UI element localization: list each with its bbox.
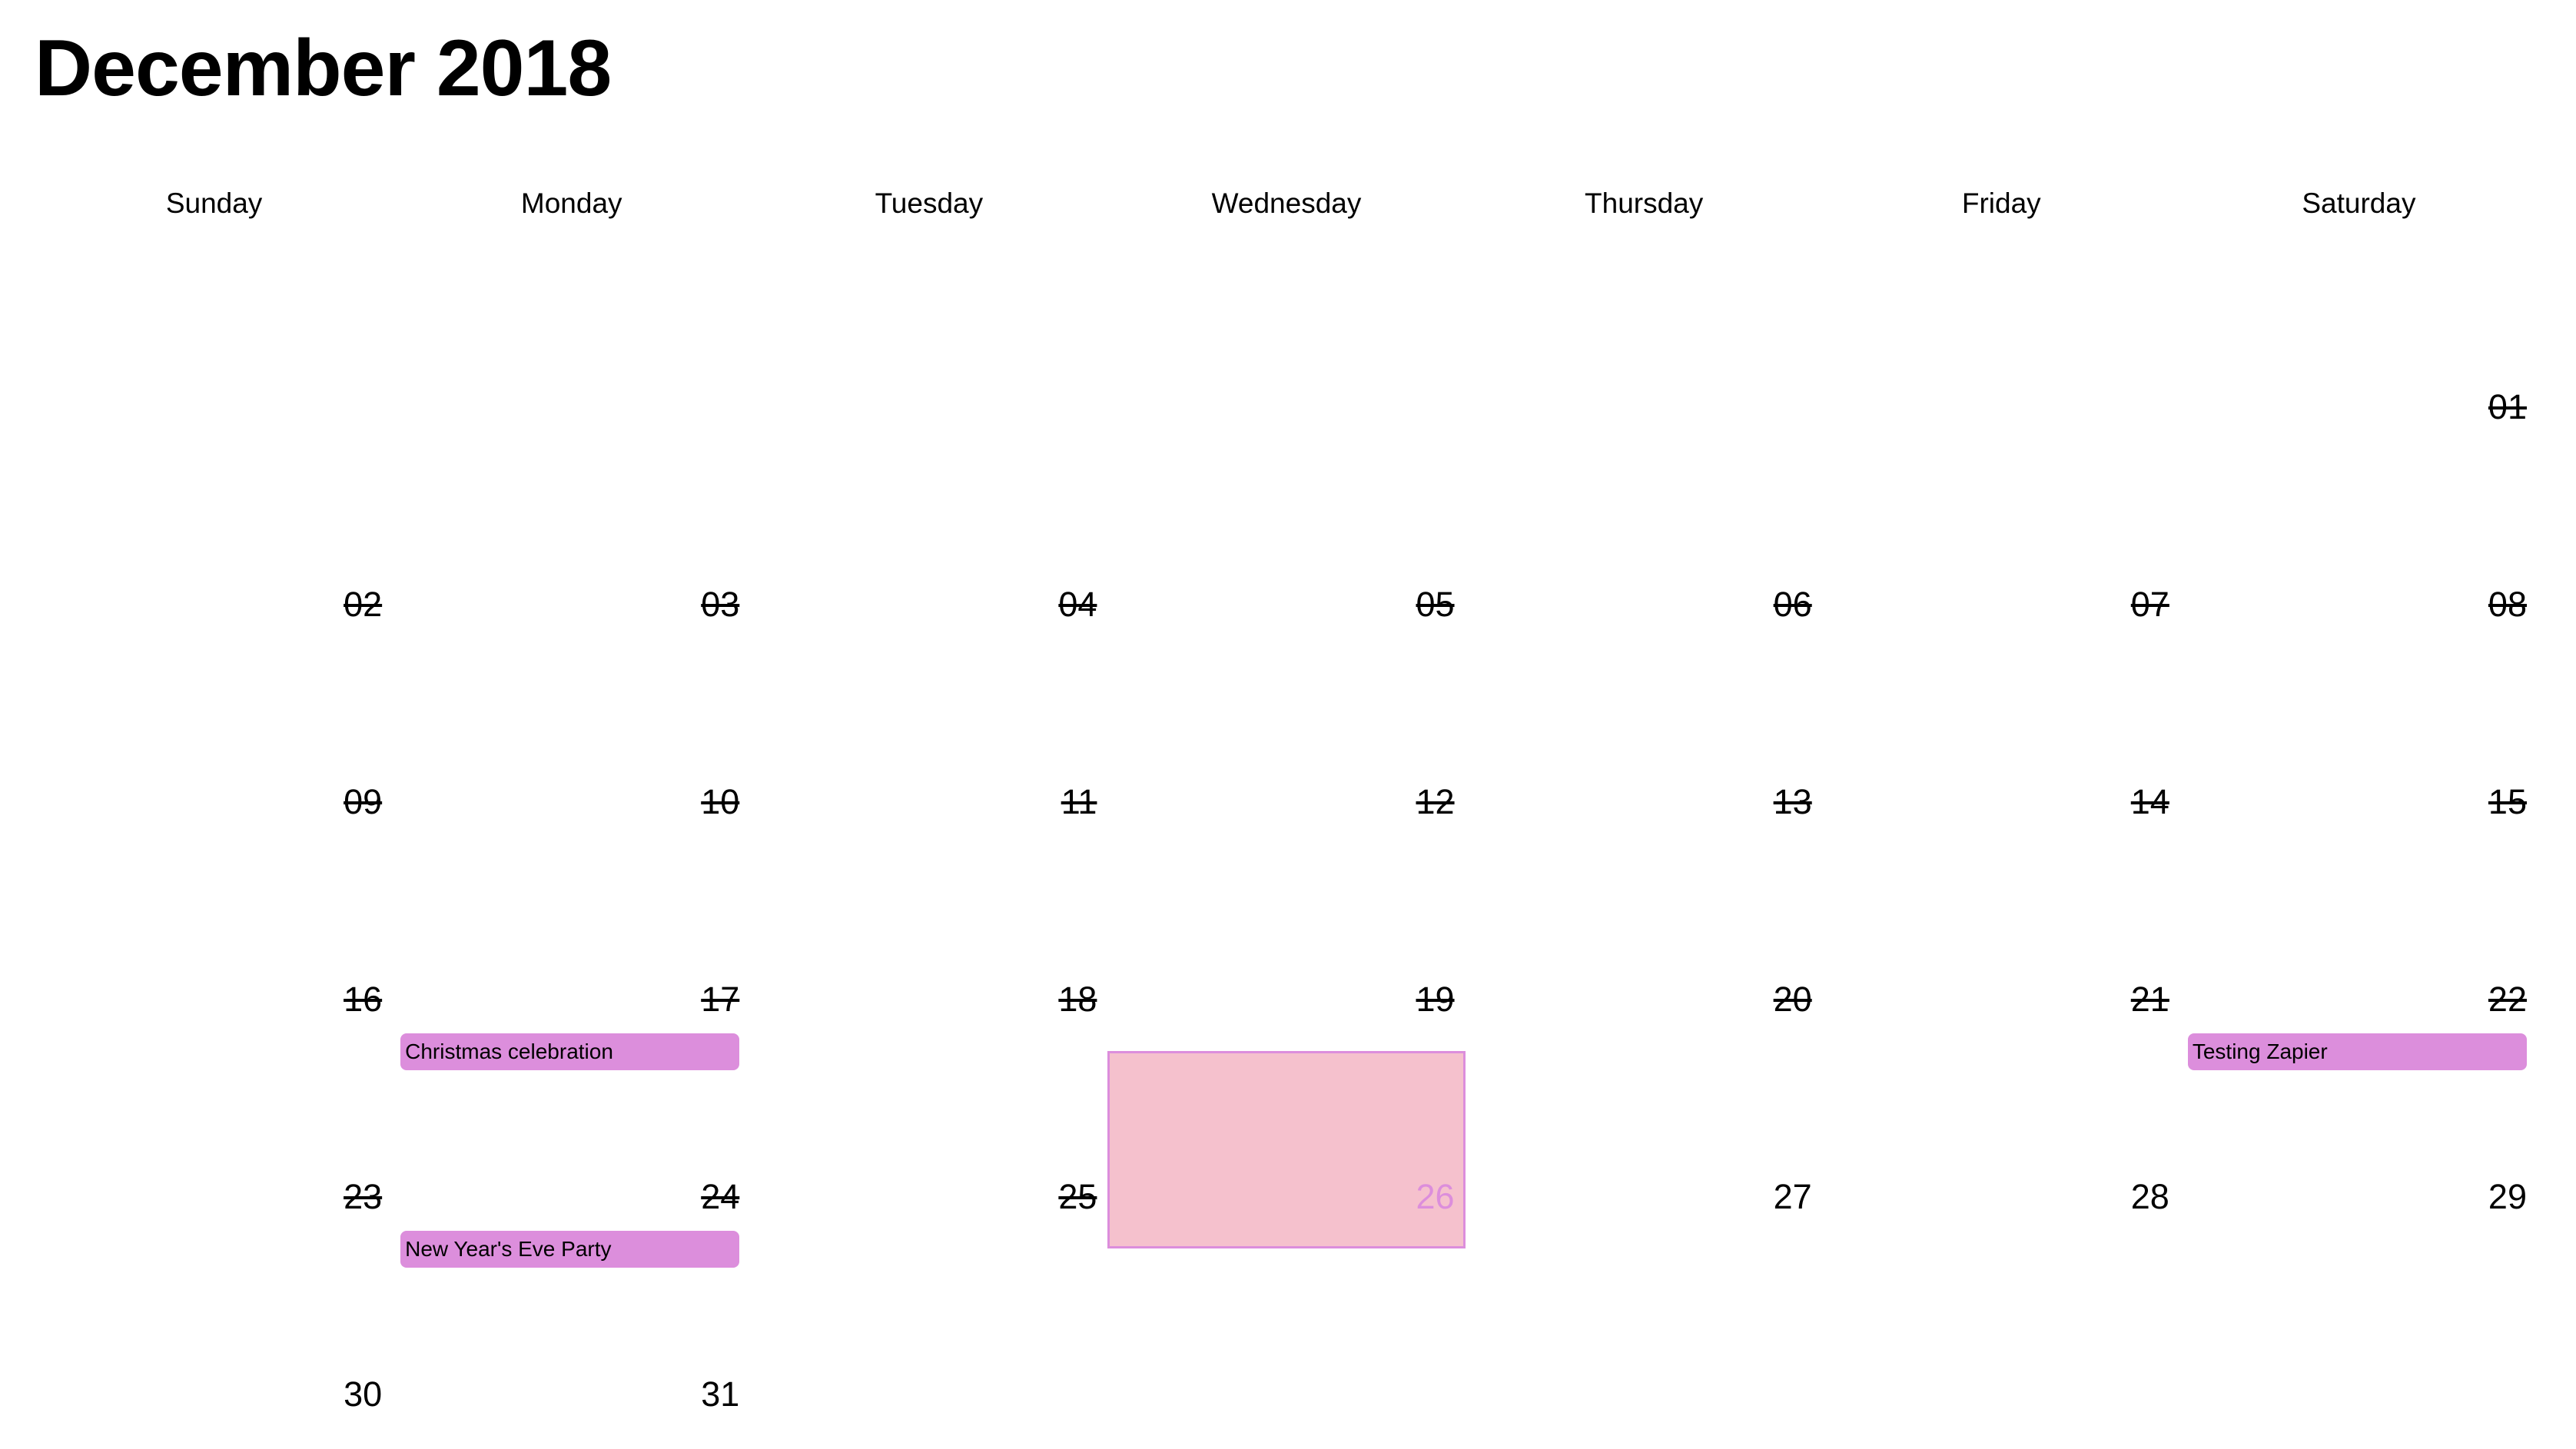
day-number: 23 (344, 1177, 383, 1216)
day-number: 01 (2488, 387, 2527, 426)
day-number: 14 (2130, 782, 2169, 821)
day-number: 29 (2488, 1177, 2527, 1216)
event-chip[interactable]: New Year's Eve Party (400, 1231, 740, 1268)
day-cell[interactable]: 01 (2180, 261, 2538, 459)
day-cell[interactable]: 21 (1823, 854, 2180, 1051)
day-cell[interactable]: 03 (393, 459, 750, 656)
day-cell[interactable]: 23 (35, 1051, 393, 1248)
day-number: 09 (344, 782, 383, 821)
weekday-tuesday: Tuesday (875, 187, 984, 219)
day-cell[interactable]: 06 (1466, 459, 1823, 656)
weekday-wednesday: Wednesday (1211, 187, 1362, 219)
day-number: 19 (1416, 980, 1455, 1019)
day-cell[interactable]: 30 (35, 1248, 393, 1446)
day-number: 26 (1416, 1177, 1455, 1216)
day-cell[interactable]: 25 (750, 1051, 1107, 1248)
page-title: December 2018 (35, 24, 612, 113)
day-cell[interactable]: 31 (393, 1248, 750, 1446)
weekday-friday: Friday (1961, 187, 2041, 219)
day-cell[interactable]: 04 (750, 459, 1107, 656)
day-cell[interactable]: 09 (35, 656, 393, 854)
day-number: 27 (1773, 1177, 1812, 1216)
day-number: 20 (1773, 980, 1812, 1019)
weekday-header-row: Sunday Monday Tuesday Wednesday Thursday… (35, 181, 2538, 227)
day-number: 02 (344, 585, 383, 624)
day-cell[interactable]: 17 Christmas celebration (393, 854, 750, 1070)
day-cell[interactable]: 27 (1466, 1051, 1823, 1248)
day-cell[interactable]: 15 (2180, 656, 2538, 854)
day-cell[interactable]: 22 Testing Zapier (2180, 854, 2538, 1070)
day-cell[interactable]: 07 (1823, 459, 2180, 656)
day-number: 24 (701, 1177, 740, 1216)
day-number: 04 (1058, 585, 1097, 624)
day-number: 12 (1416, 782, 1455, 821)
day-number: 16 (344, 980, 383, 1019)
weekday-thursday: Thursday (1585, 187, 1704, 219)
day-cell[interactable]: 11 (750, 656, 1107, 854)
day-cell[interactable]: 19 (1107, 854, 1465, 1051)
day-cell[interactable]: 10 (393, 656, 750, 854)
day-number: 08 (2488, 585, 2527, 624)
day-number: 28 (2130, 1177, 2169, 1216)
day-number: 07 (2130, 585, 2169, 624)
day-number: 06 (1773, 585, 1812, 624)
day-number: 13 (1773, 782, 1812, 821)
day-number: 31 (701, 1374, 740, 1414)
day-cell[interactable]: 02 (35, 459, 393, 656)
day-cell[interactable]: 28 (1823, 1051, 2180, 1248)
day-number: 22 (2488, 980, 2527, 1019)
month-grid: 01 02 03 04 05 06 07 08 09 10 11 12 13 14 15 16 17 Christ… (35, 261, 2538, 1446)
day-cell[interactable]: 29 (2180, 1051, 2538, 1248)
day-number: 30 (344, 1374, 383, 1414)
weekday-sunday: Sunday (165, 187, 263, 219)
day-cell[interactable]: 05 (1107, 459, 1465, 656)
event-chip[interactable]: Testing Zapier (2187, 1033, 2527, 1070)
day-number: 03 (701, 585, 740, 624)
day-number: 25 (1058, 1177, 1097, 1216)
day-number: 05 (1416, 585, 1455, 624)
day-number: 15 (2488, 782, 2527, 821)
day-cell[interactable]: 14 (1823, 656, 2180, 854)
day-cell[interactable]: 24 New Year's Eve Party (393, 1051, 750, 1268)
day-cell[interactable]: 20 (1466, 854, 1823, 1051)
day-cell[interactable]: 16 (35, 854, 393, 1051)
day-cell[interactable]: 12 (1107, 656, 1465, 854)
day-number: 21 (2130, 980, 2169, 1019)
weekday-monday: Monday (520, 187, 622, 219)
day-cell[interactable]: 26 (1107, 1051, 1466, 1248)
weekday-saturday: Saturday (2302, 187, 2416, 219)
day-number: 11 (1061, 782, 1097, 821)
event-chip[interactable]: Christmas celebration (400, 1033, 740, 1070)
day-number: 10 (701, 782, 740, 821)
day-number: 17 (701, 980, 740, 1019)
day-cell[interactable]: 13 (1466, 656, 1823, 854)
day-cell[interactable]: 18 (750, 854, 1107, 1051)
day-number: 18 (1058, 980, 1097, 1019)
day-cell[interactable]: 08 (2180, 459, 2538, 656)
